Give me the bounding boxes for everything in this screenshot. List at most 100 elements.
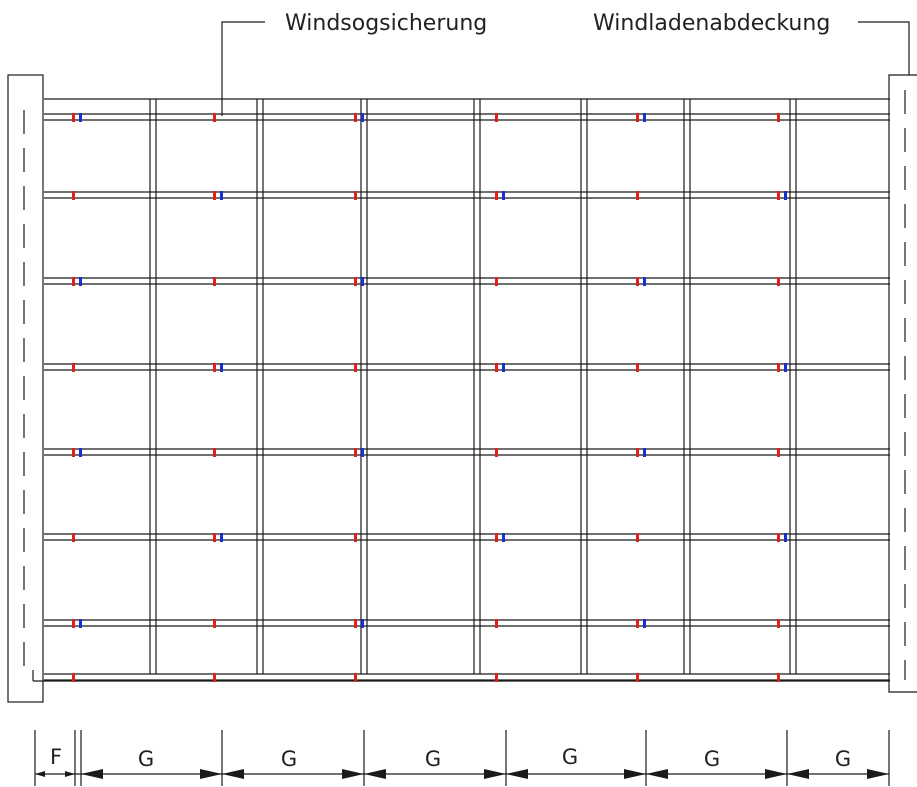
fixing-marker-blue xyxy=(79,619,82,628)
fixing-marker-red xyxy=(777,191,780,200)
dimension-arrow-g-right xyxy=(765,769,787,779)
dimension-arrow-g-left xyxy=(787,769,809,779)
fixing-marker-red xyxy=(354,277,357,286)
fixing-marker-red xyxy=(495,448,498,457)
dimension-arrow-g-right xyxy=(624,769,646,779)
fixing-marker-blue xyxy=(220,363,223,372)
fixing-marker-blue xyxy=(643,277,646,286)
dimension-arrow-g-left xyxy=(222,769,244,779)
fixing-marker-red xyxy=(72,673,75,682)
fixing-marker-red xyxy=(213,448,216,457)
callout-wind-uplift-label: Windsogsicherung xyxy=(285,11,487,36)
fixing-marker-blue xyxy=(502,191,505,200)
fixing-marker-blue xyxy=(643,619,646,628)
fixing-marker-red xyxy=(213,363,216,372)
dimension-arrow-f-left xyxy=(35,771,45,777)
fixing-marker-red xyxy=(777,448,780,457)
fixing-marker-blue xyxy=(784,363,787,372)
fixing-marker-red xyxy=(354,673,357,682)
fixing-markers xyxy=(72,113,787,682)
fixing-marker-blue xyxy=(220,533,223,542)
fixing-marker-red xyxy=(72,533,75,542)
fixing-marker-red xyxy=(636,448,639,457)
fixing-marker-red xyxy=(354,191,357,200)
fixing-marker-red xyxy=(72,191,75,200)
dimension-arrow-g-right xyxy=(867,769,889,779)
dimension-label-g-1: G xyxy=(138,747,154,771)
fixing-marker-red xyxy=(636,533,639,542)
fixing-marker-red xyxy=(354,363,357,372)
fixing-marker-red xyxy=(495,673,498,682)
dimension-arrow-g-right xyxy=(342,769,364,779)
fixing-marker-red xyxy=(213,673,216,682)
dimension-arrow-g-left xyxy=(506,769,528,779)
fixing-marker-red xyxy=(354,448,357,457)
fixing-marker-red xyxy=(213,113,216,122)
fixing-marker-blue xyxy=(361,113,364,122)
dimension-arrow-g-right xyxy=(484,769,506,779)
dimension-label-g-2: G xyxy=(281,747,297,771)
dimension-label-g-3: G xyxy=(425,747,441,771)
structure-lines xyxy=(7,21,917,703)
fixing-marker-red xyxy=(636,363,639,372)
fixing-marker-red xyxy=(72,448,75,457)
fixing-marker-red xyxy=(72,113,75,122)
callout-wind-uplift-leader xyxy=(221,21,265,116)
dimension-label-g-5: G xyxy=(704,747,720,771)
fixing-marker-red xyxy=(354,619,357,628)
fixing-marker-blue xyxy=(502,533,505,542)
fixing-marker-red xyxy=(777,619,780,628)
fixing-marker-red xyxy=(495,533,498,542)
fixing-marker-red xyxy=(636,673,639,682)
fixing-marker-blue xyxy=(361,619,364,628)
dimension-label-g-6: G xyxy=(835,747,851,771)
fixing-marker-red xyxy=(354,113,357,122)
callout-wind-board-cover-label: Windladenabdeckung xyxy=(593,11,830,36)
fixing-marker-red xyxy=(777,113,780,122)
dimension-arrow-g-left xyxy=(364,769,386,779)
fixing-marker-red xyxy=(777,533,780,542)
fixing-marker-blue xyxy=(220,191,223,200)
fixing-marker-red xyxy=(777,277,780,286)
fixing-marker-red xyxy=(495,277,498,286)
fixing-marker-red xyxy=(636,277,639,286)
fixing-marker-red xyxy=(495,113,498,122)
dimension-lines xyxy=(34,730,890,786)
fixing-marker-blue xyxy=(784,191,787,200)
fixing-marker-red xyxy=(213,533,216,542)
fixing-marker-red xyxy=(72,277,75,286)
fixing-marker-blue xyxy=(361,448,364,457)
fixing-marker-blue xyxy=(361,277,364,286)
dimension-arrow-g-left xyxy=(646,769,668,779)
dimension-label-g-4: G xyxy=(562,745,578,769)
fixing-marker-blue xyxy=(643,113,646,122)
fixing-marker-red xyxy=(495,191,498,200)
fixing-marker-blue xyxy=(502,363,505,372)
fixing-marker-red xyxy=(213,191,216,200)
fixing-marker-red xyxy=(213,619,216,628)
fixing-marker-red xyxy=(72,619,75,628)
fixing-marker-red xyxy=(777,363,780,372)
fixing-marker-red xyxy=(495,619,498,628)
callout-wind-board-cover-leader xyxy=(858,21,910,75)
fixing-marker-red xyxy=(636,113,639,122)
right-wind-board xyxy=(888,74,917,693)
fixing-marker-blue xyxy=(79,448,82,457)
dimension-arrow-g-left xyxy=(81,769,103,779)
dimension-arrow-g-right xyxy=(200,769,222,779)
fixing-marker-blue xyxy=(79,277,82,286)
fixing-marker-red xyxy=(213,277,216,286)
dimension-arrow-f-right xyxy=(65,771,75,777)
fixing-marker-blue xyxy=(643,448,646,457)
dimension-label-f: F xyxy=(50,745,62,769)
fixing-marker-red xyxy=(72,363,75,372)
fixing-marker-blue xyxy=(79,113,82,122)
left-wind-board xyxy=(7,74,44,703)
fixing-marker-blue xyxy=(784,533,787,542)
fixing-marker-red xyxy=(354,533,357,542)
fixing-marker-red xyxy=(777,673,780,682)
fixing-marker-red xyxy=(636,619,639,628)
fixing-marker-red xyxy=(495,363,498,372)
fixing-marker-red xyxy=(636,191,639,200)
